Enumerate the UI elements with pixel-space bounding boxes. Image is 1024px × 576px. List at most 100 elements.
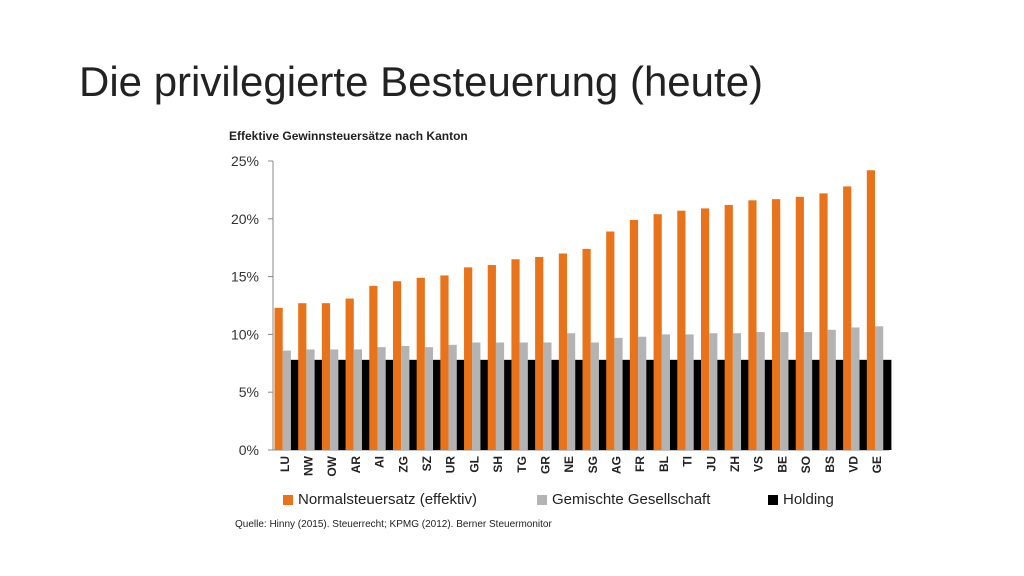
bar-gemischt-ai <box>377 347 386 450</box>
x-tick-label: AG <box>610 456 624 474</box>
y-tick-label: 25% <box>231 153 259 169</box>
y-tick-label: 0% <box>239 442 259 458</box>
x-tick-label: BL <box>657 456 671 472</box>
chart-bars <box>274 170 892 450</box>
y-tick-label: 10% <box>231 326 259 342</box>
bar-holding-ti <box>693 359 702 450</box>
bar-gemischt-ow <box>330 349 339 450</box>
chart-labels: 0% 5% 10% 15% 20% 25% LU NW OW AR AI ZG SZ UR GL SH TG GR… <box>231 153 884 477</box>
x-tick-label: TG <box>515 456 529 473</box>
bar-normal-ow <box>321 303 331 450</box>
y-tick-label: 20% <box>231 211 259 227</box>
bar-gemischt-be <box>780 332 789 450</box>
bar-holding-fr <box>646 359 655 450</box>
bar-holding-ju <box>717 359 726 450</box>
bar-gemischt-fr <box>638 336 647 450</box>
x-tick-label: SG <box>586 456 600 473</box>
bar-gemischt-ju <box>709 333 718 450</box>
bar-normal-bl <box>653 214 662 450</box>
legend-swatch-orange <box>283 494 293 505</box>
bar-normal-ge <box>866 170 876 450</box>
bar-holding-zh <box>741 359 750 450</box>
y-tick-label: 5% <box>239 384 259 400</box>
x-tick-label: VD <box>846 456 860 473</box>
source-note: Quelle: Hinny (2015). Steuerrecht; KPMG … <box>235 519 552 530</box>
bar-normal-zg <box>392 281 402 450</box>
bar-normal-gl <box>464 267 473 450</box>
x-tick-label: OW <box>325 455 339 476</box>
bar-gemischt-bs <box>827 329 836 450</box>
x-tick-label: BS <box>823 456 837 473</box>
bar-gemischt-so <box>803 332 813 450</box>
bar-normal-ar <box>345 298 354 450</box>
bar-holding-gr <box>551 359 560 450</box>
x-tick-label: SH <box>491 456 505 473</box>
bar-normal-sh <box>487 265 496 450</box>
x-tick-label: LU <box>278 456 292 472</box>
x-tick-label: NW <box>302 455 316 476</box>
legend-label: Holding <box>783 491 834 508</box>
bar-normal-vd <box>843 186 852 450</box>
bar-holding-ar <box>361 359 371 450</box>
x-tick-label: GL <box>467 456 481 473</box>
x-tick-label: GE <box>870 456 884 473</box>
bar-normal-bs <box>819 193 828 450</box>
bar-holding-ur <box>456 359 465 450</box>
bar-holding-ne <box>575 359 584 450</box>
bar-holding-lu <box>290 359 300 450</box>
bar-gemischt-ur <box>448 344 457 450</box>
bar-holding-bl <box>669 359 679 450</box>
bar-gemischt-ne <box>567 333 576 450</box>
bar-holding-vd <box>859 359 868 450</box>
x-tick-label: UR <box>444 456 458 474</box>
bar-normal-ai <box>369 285 378 450</box>
bar-normal-ag <box>606 231 615 450</box>
legend-item-holding: Holding <box>768 491 834 508</box>
bar-holding-ai <box>385 359 394 450</box>
bar-normal-ju <box>700 208 710 450</box>
legend-item-normalsteuersatz: Normalsteuersatz (effektiv) <box>283 491 477 508</box>
chart-legend: Normalsteuersatz (effektiv) Gemischte Ge… <box>283 491 883 511</box>
x-tick-label: GR <box>538 456 552 474</box>
bar-holding-sg <box>598 359 608 450</box>
bar-gemischt-lu <box>282 350 291 450</box>
bar-holding-zg <box>409 359 418 450</box>
bar-normal-ur <box>440 275 449 450</box>
x-tick-label: FR <box>633 456 647 472</box>
legend-swatch-black <box>768 494 778 505</box>
bar-gemischt-ar <box>353 349 362 450</box>
bar-normal-gr <box>535 256 544 450</box>
bar-gemischt-nw <box>306 349 315 450</box>
bar-normal-tg <box>511 259 520 450</box>
x-tick-label: SO <box>799 456 813 473</box>
bar-gemischt-gr <box>543 342 552 450</box>
bar-normal-ne <box>558 253 568 450</box>
x-tick-label: AI <box>373 456 387 468</box>
x-tick-label: ZG <box>396 456 410 473</box>
bar-normal-zh <box>724 204 733 450</box>
bar-gemischt-zh <box>732 333 742 450</box>
bar-gemischt-tg <box>519 342 528 450</box>
bar-normal-ti <box>677 210 686 450</box>
bar-holding-nw <box>314 359 323 450</box>
bar-gemischt-ti <box>685 334 694 450</box>
bar-holding-ow <box>338 359 347 450</box>
x-tick-label: VS <box>752 456 766 472</box>
bar-gemischt-zg <box>401 345 410 450</box>
bar-gemischt-ge <box>875 326 884 450</box>
bar-holding-gl <box>480 359 489 450</box>
bar-gemischt-gl <box>472 342 481 450</box>
chart-title: Effektive Gewinnsteuersätze nach Kanton <box>229 129 468 143</box>
bar-holding-so <box>812 359 821 450</box>
bar-holding-bs <box>835 359 845 450</box>
bar-holding-ag <box>622 359 631 450</box>
bar-normal-lu <box>274 307 283 450</box>
x-tick-label: TI <box>681 456 695 467</box>
bar-gemischt-vd <box>851 327 860 450</box>
bar-normal-be <box>772 199 781 450</box>
bar-normal-fr <box>629 219 639 450</box>
x-tick-label: BE <box>775 456 789 473</box>
bar-holding-vs <box>764 359 773 450</box>
legend-label: Gemischte Gesellschaft <box>552 491 711 508</box>
